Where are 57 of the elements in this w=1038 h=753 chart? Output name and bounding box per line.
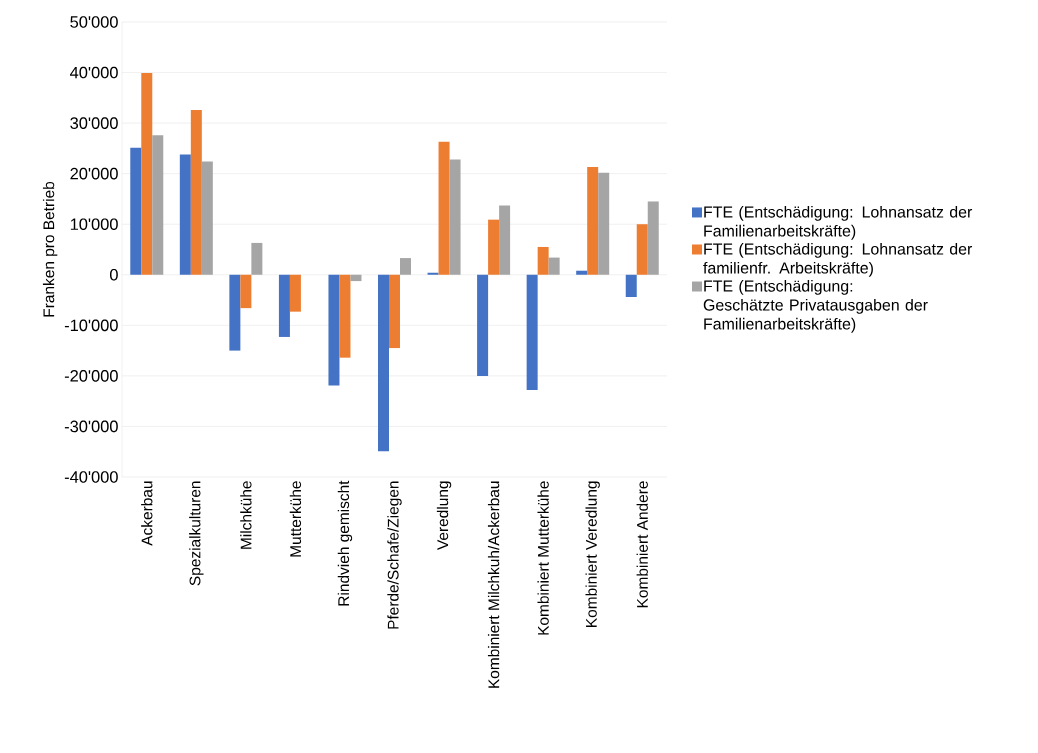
bar: [636, 224, 648, 275]
bar: [647, 201, 659, 275]
x-tick-label: Ackerbau: [141, 481, 153, 546]
bar: [438, 141, 450, 275]
x-tick-label: Kombiniert Andere: [636, 481, 648, 608]
bar: [378, 274, 390, 452]
bar: [240, 274, 252, 309]
y-tick-label: 10'000: [70, 218, 118, 231]
legend-label: FTE (Entschädigung: Lohnansatz der Familienarbeitskräfte): [704, 205, 973, 240]
legend-label: FTE (Entschädigung: Lohnansatz der familienfr. Arbeitskräfte): [703, 242, 973, 277]
y-tick-label: -20'000: [64, 370, 118, 382]
bar: [625, 274, 637, 298]
bar: [190, 109, 202, 275]
bar: [449, 159, 461, 275]
y-tick-label: 0: [109, 268, 118, 281]
bar: [152, 135, 164, 275]
bar: [328, 274, 340, 386]
x-tick-label: Kombiniert Veredlung: [585, 481, 600, 627]
bar: [548, 257, 560, 275]
y-tick-label: 20'000: [70, 167, 118, 180]
bar: [427, 272, 439, 275]
x-tick-label: Pferde/Schafe/Ziegen: [387, 481, 402, 629]
y-tick-label: 40'000: [70, 66, 118, 79]
legend-label: FTE (Entschädigung: Geschätzte Privatausgaben der Familienarbeitskräfte): [703, 280, 928, 333]
bar: [141, 73, 153, 275]
y-tick-label: 30'000: [70, 117, 118, 129]
bar: [278, 274, 290, 337]
y-tick-label: 50'000: [70, 16, 118, 28]
x-tick-label: Milchkühe: [240, 481, 252, 549]
x-tick-label: Rindvieh gemischt: [337, 480, 353, 606]
x-tick-label: Kombiniert Milchkuh/Ackerbau: [487, 481, 500, 688]
bar: [526, 274, 538, 391]
bar: [201, 161, 213, 275]
bar: [350, 274, 362, 282]
bar: [576, 270, 588, 275]
bar: [130, 147, 142, 275]
x-tick-label: Spezialkulturen: [189, 481, 204, 586]
bar: [229, 274, 241, 351]
y-tick-label: -30'000: [64, 420, 118, 433]
bar: [477, 274, 489, 376]
bar: [587, 167, 599, 275]
bar: [339, 274, 351, 358]
bar: [251, 242, 263, 275]
x-tick-label: Kombiniert Mutterkühe: [537, 481, 549, 635]
bar: [389, 274, 401, 349]
bar: [289, 274, 301, 312]
bar: [537, 246, 549, 275]
x-tick-label: Veredlung: [436, 481, 452, 550]
y-tick-label: -40'000: [64, 471, 118, 483]
x-tick-label: Mutterkühe: [289, 481, 302, 557]
bar: [400, 258, 412, 275]
y-axis-title: Franken pro Betrieb: [42, 181, 58, 317]
bar: [499, 205, 511, 275]
bar: [179, 154, 191, 275]
bar: [488, 219, 500, 275]
bar: [598, 172, 610, 275]
y-tick-label: -10'000: [64, 319, 118, 332]
